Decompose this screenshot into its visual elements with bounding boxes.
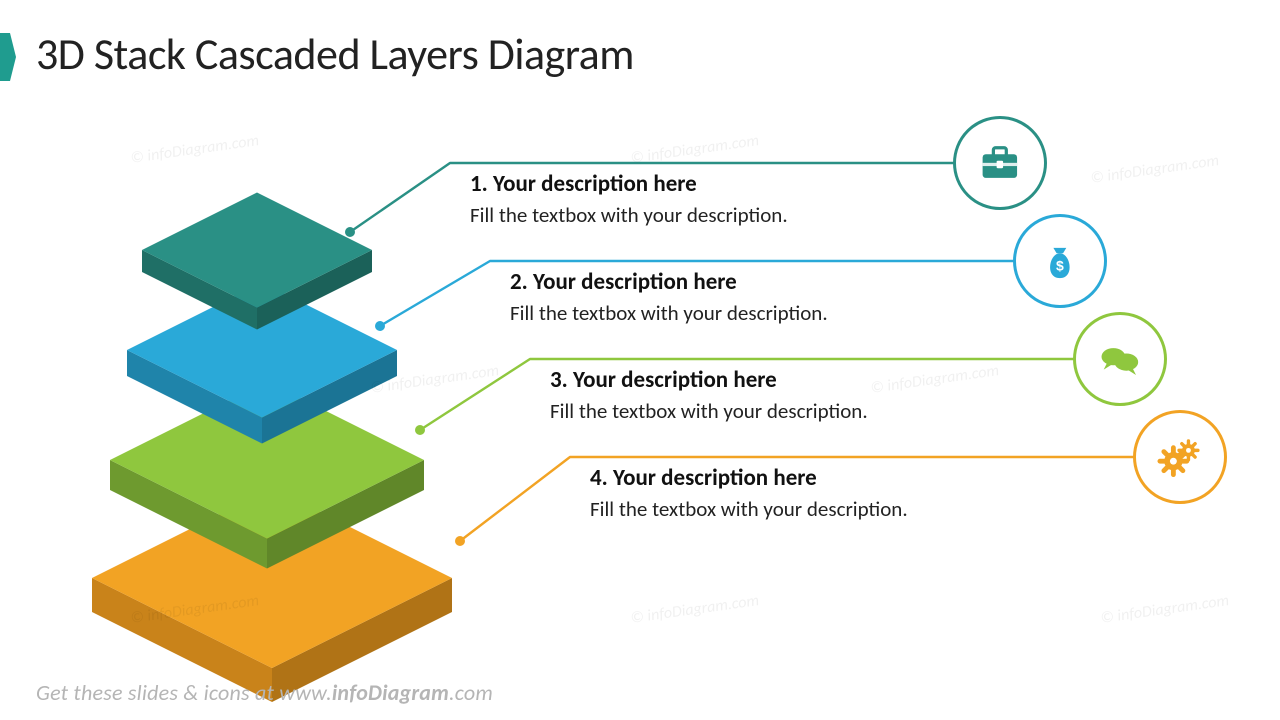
layer-body-4: Fill the textbox with your description. <box>590 496 1110 522</box>
briefcase-icon-circle <box>953 116 1047 210</box>
layer-description-3: 3. Your description here Fill the textbox… <box>550 366 1070 424</box>
footer-suffix: .com <box>449 679 493 706</box>
layer-title-3: 3. Your description here <box>550 366 1070 394</box>
footer-bold: infoDiagram <box>332 679 449 706</box>
layer-description-2: 2. Your description here Fill the textbox… <box>510 268 1030 326</box>
chat-icon-circle <box>1073 312 1167 406</box>
layer-body-2: Fill the textbox with your description. <box>510 300 1030 326</box>
layer-description-4: 4. Your description here Fill the textbox… <box>590 464 1110 522</box>
layer-body-1: Fill the textbox with your description. <box>470 202 990 228</box>
svg-text:$: $ <box>1056 258 1064 274</box>
footer-attribution: Get these slides & icons at www.infoDiag… <box>36 679 493 706</box>
layer-title-1: 1. Your description here <box>470 170 990 198</box>
layer-title-4: 4. Your description here <box>590 464 1110 492</box>
briefcase-icon <box>974 137 1026 189</box>
layer-body-3: Fill the textbox with your description. <box>550 398 1070 424</box>
gears-icon-circle <box>1133 410 1227 504</box>
chat-icon <box>1094 333 1146 385</box>
money-bag-icon-circle: $ <box>1013 214 1107 308</box>
money-bag-icon: $ <box>1034 235 1086 287</box>
layer-title-2: 2. Your description here <box>510 268 1030 296</box>
stack-layer-1 <box>142 193 372 330</box>
layer-description-1: 1. Your description here Fill the textbox… <box>470 170 990 228</box>
gears-icon <box>1154 431 1206 483</box>
footer-prefix: Get these slides & icons at www. <box>36 679 332 706</box>
